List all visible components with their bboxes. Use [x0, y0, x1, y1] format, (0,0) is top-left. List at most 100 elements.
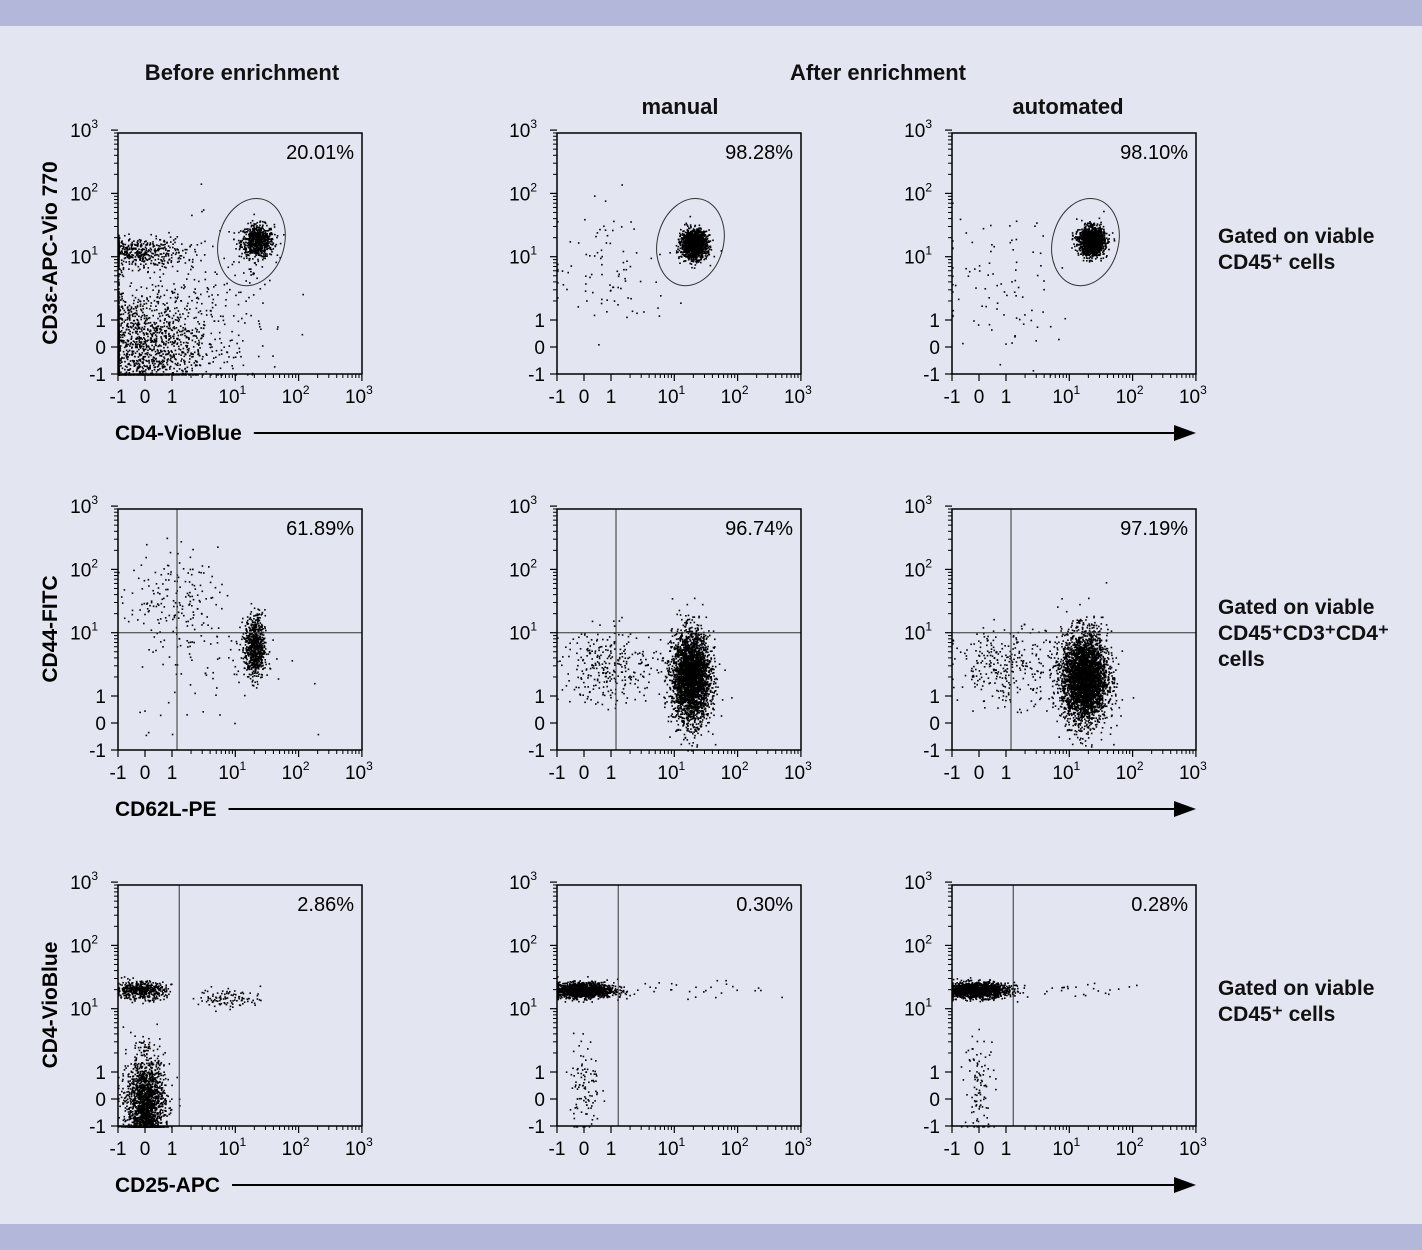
data-point [271, 251, 273, 253]
data-point [259, 250, 262, 253]
data-point [191, 356, 193, 358]
data-point [142, 255, 145, 258]
data-point [129, 314, 131, 316]
data-point [171, 343, 173, 346]
data-point [188, 337, 190, 339]
data-point [165, 266, 167, 269]
data-point [228, 356, 230, 358]
data-point [118, 234, 120, 237]
data-point [151, 372, 153, 374]
data-point [703, 258, 705, 261]
data-point [124, 311, 127, 314]
data-point [175, 364, 178, 366]
data-point [146, 259, 149, 261]
data-point [143, 261, 145, 263]
data-point [171, 290, 174, 293]
data-point [247, 229, 249, 232]
data-point [684, 231, 687, 234]
data-point [141, 366, 144, 368]
data-point [155, 305, 157, 307]
data-point [253, 249, 255, 252]
data-point [164, 330, 167, 332]
data-point [121, 357, 123, 359]
data-point [152, 314, 154, 317]
data-point [257, 230, 259, 233]
data-point [678, 257, 680, 260]
data-point [132, 254, 135, 257]
data-point [206, 354, 208, 356]
data-point [162, 366, 165, 368]
data-point [601, 273, 603, 276]
data-point [184, 329, 186, 331]
data-point [262, 302, 264, 304]
data-point [149, 257, 151, 259]
data-point [176, 316, 179, 318]
data-point [120, 325, 122, 327]
data-point [217, 294, 219, 296]
data-point [703, 231, 706, 234]
data-point [695, 260, 698, 262]
data-point [177, 337, 179, 340]
data-point [137, 326, 140, 328]
data-point [141, 358, 144, 360]
data-point [220, 342, 223, 344]
data-point [163, 342, 165, 344]
data-point [159, 253, 162, 255]
data-point [131, 354, 133, 356]
data-point [273, 223, 276, 226]
data-point [254, 248, 257, 251]
data-point [118, 356, 120, 358]
data-point [701, 250, 703, 252]
data-point [141, 371, 144, 374]
data-point [260, 247, 263, 249]
data-point [224, 305, 227, 307]
data-point [118, 257, 120, 259]
data-point [130, 306, 133, 308]
data-point [194, 341, 197, 343]
data-point [178, 368, 181, 370]
data-point [126, 318, 129, 321]
data-point [264, 236, 266, 239]
data-point [125, 345, 127, 348]
data-point [149, 339, 152, 341]
data-point [185, 252, 187, 254]
data-point [120, 371, 122, 374]
data-point [218, 353, 221, 356]
data-point [589, 276, 591, 279]
data-point [244, 237, 247, 239]
data-point [247, 254, 249, 256]
data-point [202, 374, 204, 376]
data-point [584, 290, 587, 292]
data-point [129, 374, 131, 376]
plot-frame [556, 132, 802, 375]
data-point [130, 310, 133, 313]
data-point [262, 255, 265, 257]
data-point [155, 353, 158, 355]
data-point [151, 325, 153, 327]
data-point [238, 291, 240, 294]
tick-exponent: 3 [530, 117, 537, 131]
data-point [118, 340, 120, 343]
data-point [187, 349, 190, 352]
data-point [123, 353, 126, 356]
data-point [252, 252, 254, 254]
data-point [130, 341, 132, 344]
data-point [261, 255, 263, 258]
data-point [691, 237, 693, 239]
data-point [136, 336, 139, 339]
data-point [264, 243, 266, 245]
data-point [190, 352, 192, 354]
data-point [702, 248, 705, 250]
data-point [261, 242, 263, 245]
data-point [263, 248, 266, 250]
data-point [172, 314, 175, 317]
data-point [683, 260, 686, 262]
data-point [263, 245, 266, 247]
data-point [1102, 257, 1105, 259]
data-point [256, 253, 259, 255]
data-point [263, 247, 266, 249]
data-point [164, 308, 167, 311]
data-point [171, 265, 174, 268]
data-point [123, 346, 126, 349]
tick-exponent: 3 [91, 117, 98, 131]
